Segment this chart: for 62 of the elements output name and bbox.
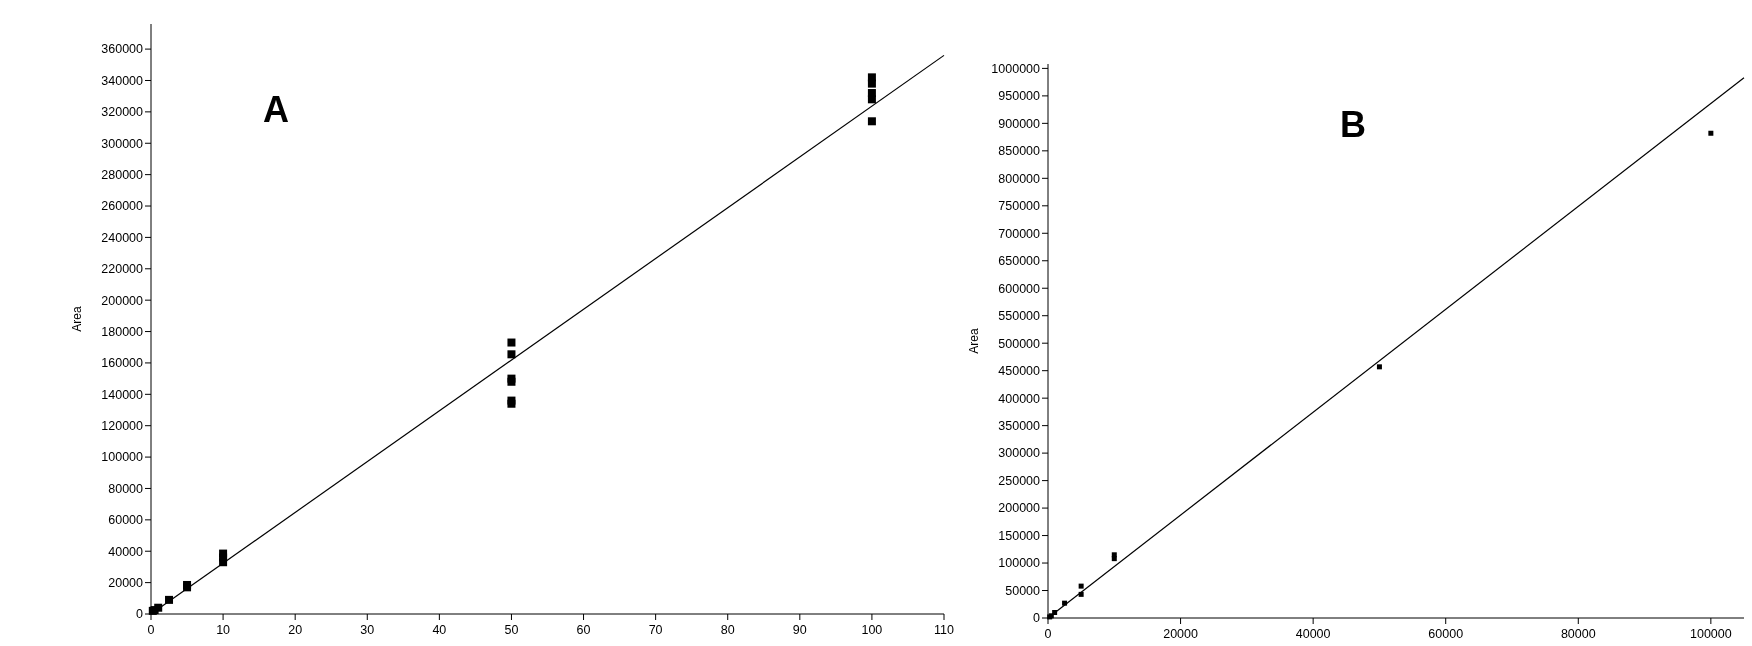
y-tick-label: 100000 (998, 556, 1041, 571)
y-tick-label: 600000 (998, 281, 1041, 296)
y-tick-label: 160000 (101, 356, 144, 371)
y-tick-label: 140000 (101, 387, 144, 402)
x-tick-label: 10 (216, 623, 231, 637)
y-tick-label: 750000 (998, 199, 1041, 214)
y-tick-label: 220000 (101, 262, 144, 277)
y-tick-label: 450000 (998, 364, 1041, 379)
y-tick-label: 400000 (998, 391, 1041, 406)
y-tick-label: 340000 (101, 73, 144, 88)
y-tick-label: 200000 (998, 501, 1041, 516)
x-tick-label: 30 (360, 623, 375, 637)
y-tick-label: 50000 (1005, 583, 1041, 598)
y-tick-label: 150000 (998, 528, 1041, 543)
y-tick-label: 200000 (101, 293, 144, 308)
y-tick-label: 550000 (998, 309, 1041, 324)
x-tick-label: 110 (934, 623, 955, 637)
x-tick-label: 100 (861, 623, 883, 637)
y-tick-label: 240000 (101, 230, 144, 245)
y-tick-label: 180000 (101, 324, 144, 339)
y-axis-title: Area (70, 306, 84, 332)
x-tick-label: 80 (720, 623, 735, 637)
y-tick-label: 1000000 (991, 61, 1041, 76)
y-tick-label: 260000 (101, 199, 144, 214)
y-tick-label: 300000 (101, 136, 144, 151)
y-tick-label: 120000 (101, 419, 144, 434)
x-tick-label: 70 (648, 623, 663, 637)
y-tick-label: 500000 (998, 336, 1041, 351)
x-tick-label: 20 (288, 623, 303, 637)
x-tick-label: 20000 (1163, 627, 1198, 641)
x-tick-label: 0 (1044, 627, 1052, 641)
y-axis-title: Area (967, 328, 981, 354)
y-tick-label: 320000 (101, 105, 144, 120)
y-tick-label: 250000 (998, 473, 1041, 488)
y-tick-label: 40000 (108, 544, 144, 559)
y-tick-label: 850000 (998, 144, 1041, 159)
x-tick-label: 0 (147, 623, 155, 637)
y-tick-label: 360000 (101, 42, 144, 57)
y-tick-label: 20000 (108, 575, 144, 590)
y-tick-label: 80000 (108, 481, 144, 496)
y-tick-label: 700000 (998, 226, 1041, 241)
x-tick-label: 90 (792, 623, 807, 637)
y-tick-label: 0 (1033, 611, 1041, 626)
x-tick-label: 50 (504, 623, 519, 637)
text: B (1340, 104, 1366, 145)
y-tick-label: 650000 (998, 254, 1041, 269)
y-tick-label: 900000 (998, 116, 1041, 131)
x-tick-label: 40 (432, 623, 447, 637)
y-tick-label: 350000 (998, 419, 1041, 434)
x-tick-label: 40000 (1295, 627, 1331, 641)
y-tick-label: 950000 (998, 89, 1041, 104)
text: A (263, 89, 289, 130)
y-tick-label: 300000 (998, 446, 1041, 461)
y-tick-label: 60000 (108, 513, 144, 528)
y-tick-label: 0 (136, 607, 144, 622)
x-tick-label: 80000 (1560, 627, 1596, 641)
y-tick-label: 100000 (101, 450, 144, 465)
x-tick-label: 100000 (1690, 627, 1732, 641)
y-tick-label: 800000 (998, 171, 1041, 186)
x-tick-label: 60 (576, 623, 591, 637)
y-tick-label: 280000 (101, 168, 144, 183)
x-tick-label: 60000 (1428, 627, 1464, 641)
